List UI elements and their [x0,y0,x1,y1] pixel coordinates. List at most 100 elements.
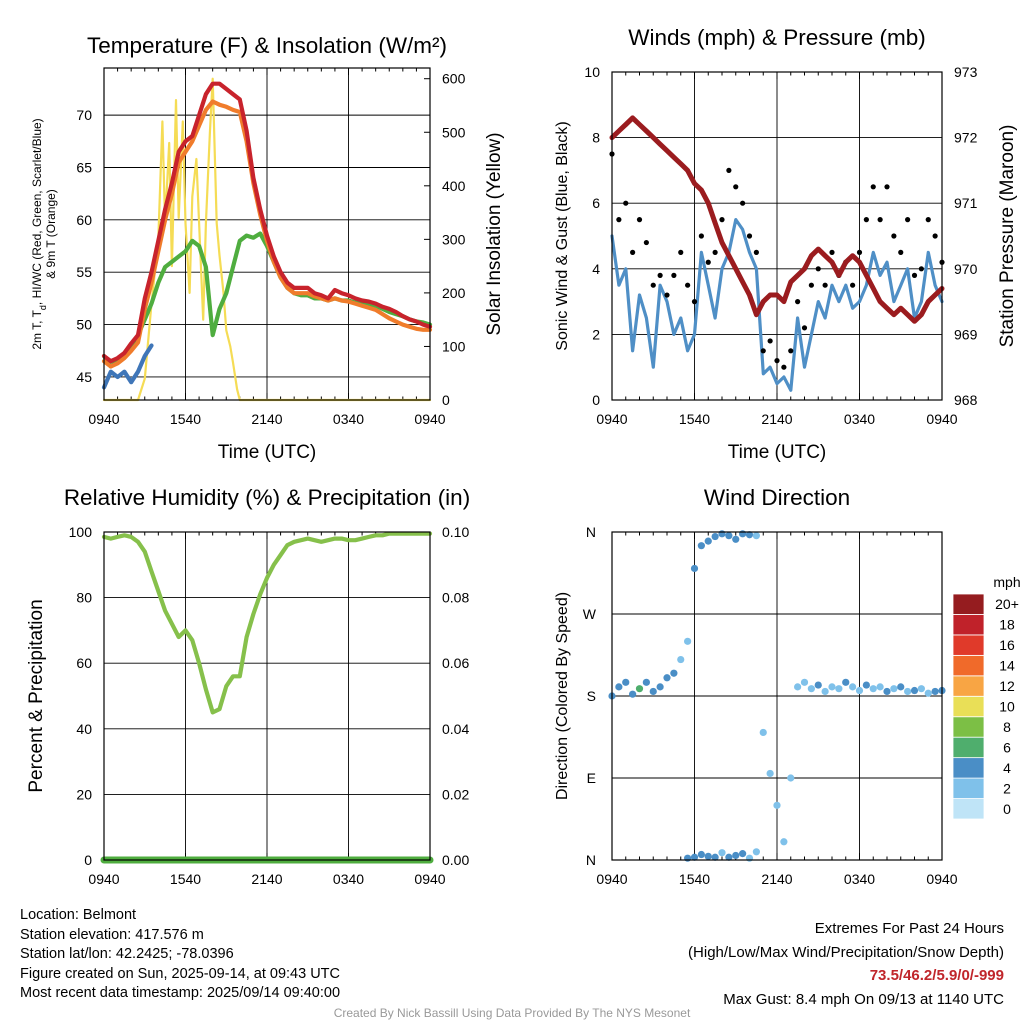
x-tick-label: 0940 [926,411,957,427]
x-tick-label: 1540 [679,871,710,887]
plot-frame [103,531,431,861]
direction-point [690,853,699,861]
gust-point [905,217,911,223]
direction-point [876,683,884,691]
direction-point [800,678,809,686]
gust-point [753,249,759,255]
gust-point [891,233,897,239]
y2-tick-label: 600 [442,71,466,87]
direction-point [787,774,795,782]
colorbar-swatch [952,654,985,677]
direction-point [690,564,699,573]
panel-1: 0940 1540 2140 0340 0940 Temperature (F) & In… [30,33,505,463]
colorbar-tick-label: 18 [999,617,1015,633]
gust-point [932,233,938,239]
direction-point [663,674,671,682]
gust-point [808,282,814,288]
direction-point [931,687,939,696]
y2-tick-label: 500 [442,124,466,140]
gust-point [781,364,787,370]
y-tick-label: 2 [592,326,600,342]
station-info: Location: Belmont Station elevation: 417… [20,906,340,1004]
y2-tick-label: 971 [954,195,978,211]
gust-point [719,217,725,223]
direction-point [862,681,870,689]
x-tick-label: 0940 [414,871,445,887]
gust-point [740,200,746,206]
gust-point [630,249,636,255]
gust-point [691,299,698,305]
direction-point [670,669,678,677]
gust-point [705,259,711,265]
y-tick-label: 50 [76,317,92,333]
x-tick-label: 0340 [333,871,364,887]
y2-tick-label: 0.10 [442,524,469,540]
direction-point [924,689,932,697]
direction-point [897,683,905,691]
gust-point [918,266,924,272]
direction-point [656,683,664,691]
direction-point [684,637,692,645]
gust-point [863,217,869,223]
direction-point [697,850,705,859]
direction-point [780,838,788,846]
gust-point [870,184,876,190]
y-tick-label: 20 [76,786,92,802]
gust-point [636,217,643,223]
x-tick-label: 1540 [170,871,201,887]
y-tick-label: S [587,688,596,704]
direction-point [697,542,705,550]
y2-axis-label: Solar Insolation (Yellow) [484,132,505,335]
gust-point [698,233,704,239]
direction-point [704,537,712,545]
x-axis-label: Time (UTC) [218,442,317,463]
direction-point [711,532,719,541]
direction-point [725,853,733,861]
y-tick-label: 60 [76,212,92,228]
chart-title: Temperature (F) & Insolation (W/m²) [87,33,447,58]
y-axis-label: 2m T, Td, HI/WC (Red, Green, Scarlet/Blu… [30,118,48,349]
direction-point [904,687,912,696]
direction-point [732,851,740,860]
series-pressure [609,115,945,324]
gust-point [815,266,821,272]
y-tick-label: 0 [592,392,600,408]
direction-point [615,683,623,691]
series-wind [610,218,944,392]
colorbar-swatch [952,716,985,738]
colorbar-tick-label: 0 [1003,801,1011,817]
gust-point [760,348,766,354]
gust-point [829,249,835,255]
direction-point [759,728,767,737]
colorbar-tick-label: 12 [999,678,1015,694]
direction-point [883,687,891,696]
gust-point [733,184,739,190]
colorbar-tick-label: 2 [1003,780,1011,796]
chart-title: Relative Humidity (%) & Precipitation (i… [64,485,470,510]
direction-point [739,530,747,538]
y-tick-label: 8 [592,130,600,146]
colorbar-swatch [952,777,985,799]
x-tick-label: 2140 [761,871,792,887]
recent-timestamp: Most recent data timestamp: 2025/09/14 0… [20,985,341,1001]
gust-point [850,282,856,288]
colorbar-tick-label: 6 [1003,739,1011,755]
direction-point [739,850,747,858]
y-tick-label: 10 [584,64,600,80]
direction-point [704,852,712,860]
gust-point [788,348,794,354]
y2-tick-label: 973 [954,64,978,80]
colorbar-swatch [952,614,985,636]
gust-point [925,217,931,223]
y2-tick-label: 0.06 [442,655,469,671]
extremes-panel: Extremes For Past 24 Hours (High/Low/Max… [688,917,1004,1011]
gust-point [712,249,718,255]
direction-point [725,532,733,540]
y-tick-label: 100 [69,524,93,540]
direction-point [635,685,644,693]
gust-point [795,299,801,305]
gust-point [911,272,918,278]
panel-4: 0940 1540 2140 0340 0940 Wind Direction N E S W N D… [554,485,958,887]
y-axis-label: Direction (Colored By Speed) [554,592,571,800]
